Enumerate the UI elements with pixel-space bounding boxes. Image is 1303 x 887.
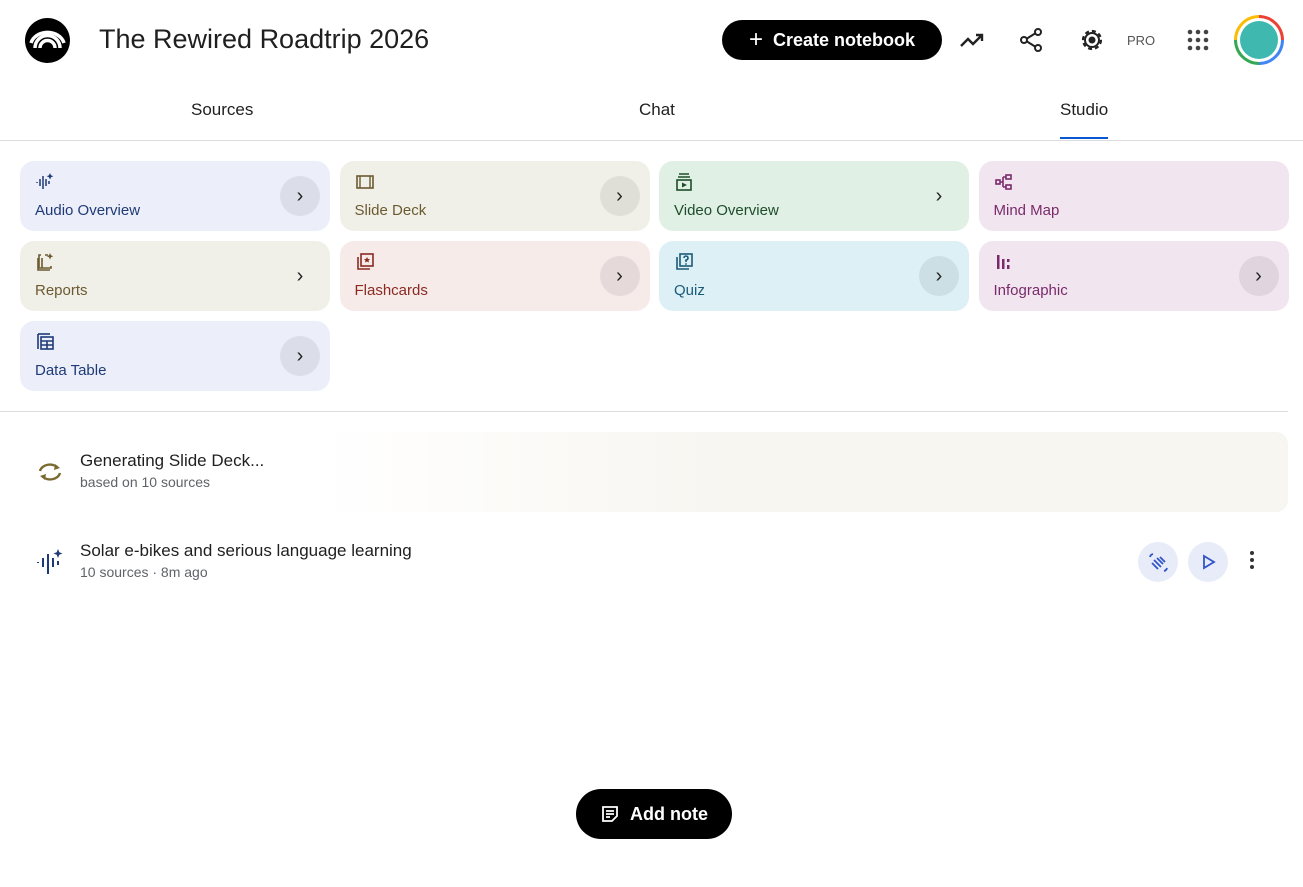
studio-card-label: Flashcards [354, 282, 428, 299]
studio-card-label: Quiz [674, 282, 705, 299]
studio-card-label: Audio Overview [35, 202, 141, 219]
avatar[interactable] [1234, 15, 1284, 65]
chevron-right-icon[interactable]: › [599, 256, 640, 296]
logo-icon [29, 30, 66, 49]
analytics-icon[interactable] [954, 22, 990, 58]
audio-waveform-icon [36, 173, 54, 189]
artifact-title[interactable]: Solar e-bikes and serious language learn… [80, 541, 412, 560]
play-button[interactable] [1188, 542, 1228, 582]
hand-wave-icon [1149, 553, 1168, 572]
divider [0, 411, 1288, 412]
pro-badge: PRO [1127, 33, 1156, 48]
artifact-subtitle: 10 sources · 8m ago [80, 564, 208, 580]
studio-card-label: Video Overview [674, 202, 779, 219]
studio-card-reports[interactable]: Reports › [20, 241, 330, 311]
studio-card-infographic[interactable]: Infographic › [978, 241, 1289, 311]
studio-card-quiz[interactable]: Quiz › [659, 241, 969, 311]
flashcards-icon [356, 253, 374, 270]
studio-card-video-overview[interactable]: Video Overview › [659, 161, 969, 231]
mind-map-icon [994, 174, 1012, 190]
chevron-right-icon[interactable]: › [599, 176, 640, 216]
studio-card-label: Infographic [993, 282, 1068, 299]
studio-card-label: Mind Map [993, 202, 1060, 219]
studio-card-slide-deck[interactable]: Slide Deck › [339, 161, 650, 231]
generating-item [20, 432, 1288, 512]
generating-title: Generating Slide Deck... [80, 451, 265, 470]
sync-icon [38, 463, 62, 481]
table-icon [37, 333, 54, 350]
quiz-icon [676, 253, 693, 270]
chevron-right-icon[interactable]: › [296, 264, 304, 287]
tab-sources[interactable]: Sources [191, 100, 254, 119]
settings-icon[interactable] [1074, 22, 1110, 58]
generating-subtitle: based on 10 sources [80, 474, 210, 490]
tab-chat[interactable]: Chat [639, 100, 675, 119]
chevron-right-icon[interactable]: › [280, 336, 320, 376]
studio-card-label: Slide Deck [354, 202, 427, 219]
studio-card-label: Data Table [35, 362, 107, 379]
studio-card-data-table[interactable]: Data Table › [20, 321, 330, 391]
add-note-button[interactable]: Add note [576, 789, 732, 839]
chevron-right-icon[interactable]: › [919, 256, 959, 296]
plus-icon: + [748, 26, 763, 53]
audio-waveform-icon [37, 549, 63, 574]
studio-card-label: Reports [35, 282, 88, 299]
more-options-icon[interactable] [1242, 550, 1262, 572]
studio-card-audio-overview[interactable]: Audio Overview › [20, 161, 330, 231]
main-tabs: Sources Chat Studio [0, 80, 1303, 141]
studio-card-mind-map[interactable]: Mind Map [978, 161, 1289, 231]
apps-grid-icon[interactable] [1180, 22, 1216, 58]
infographic-icon [996, 255, 1009, 269]
tab-studio[interactable]: Studio [1060, 100, 1109, 139]
chevron-right-icon[interactable]: › [935, 184, 943, 207]
app-logo[interactable] [25, 18, 70, 63]
play-icon [1203, 554, 1216, 570]
chevron-right-icon[interactable]: › [280, 176, 320, 216]
share-icon[interactable] [1013, 22, 1049, 58]
slides-icon [355, 175, 374, 189]
notebook-title[interactable]: The Rewired Roadtrip 2026 [99, 24, 430, 54]
video-icon [676, 173, 692, 191]
chevron-right-icon[interactable]: › [1238, 256, 1279, 296]
interactive-mode-button[interactable] [1138, 542, 1178, 582]
create-notebook-button[interactable]: + Create notebook [722, 20, 942, 60]
reports-icon [37, 253, 54, 271]
studio-card-flashcards[interactable]: Flashcards › [339, 241, 650, 311]
note-icon [602, 806, 618, 822]
